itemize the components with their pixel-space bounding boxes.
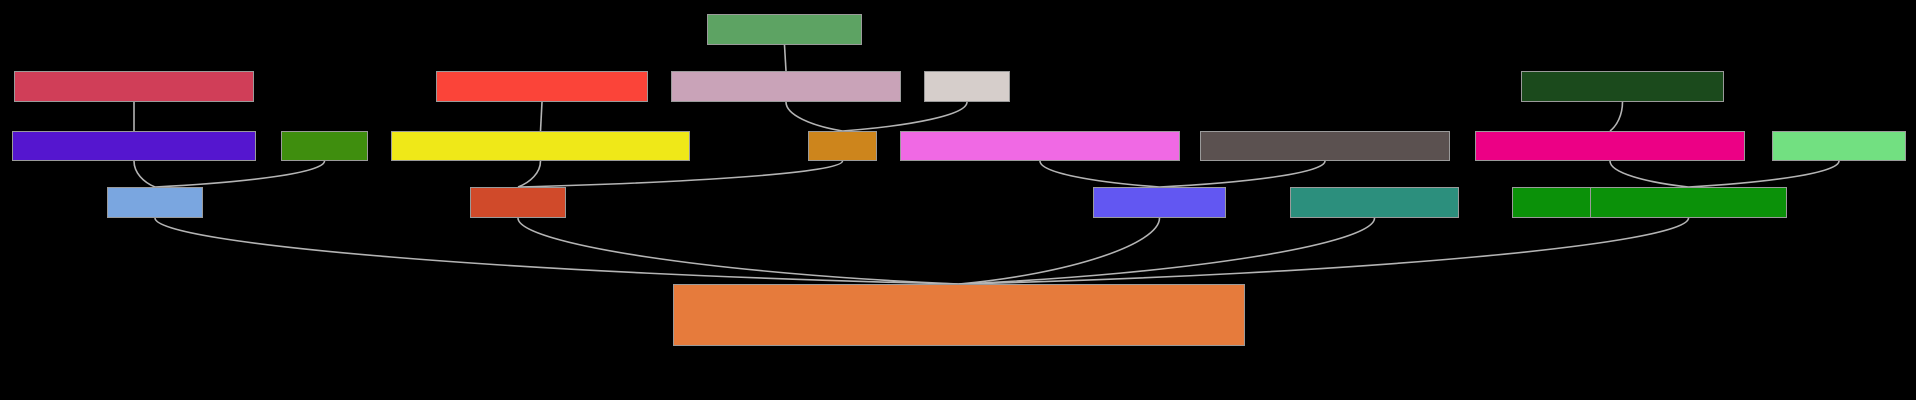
graph-edge-green-top-to-mauve bbox=[783, 44, 787, 72]
graph-edge-purple-to-cornflower bbox=[133, 160, 156, 188]
graph-node-teal[interactable] bbox=[1290, 187, 1459, 218]
graph-node-label bbox=[1522, 72, 1723, 101]
graph-edge-blueviolet-to-orange-root bbox=[958, 217, 1161, 285]
graph-node-label bbox=[809, 132, 876, 160]
graph-node-orange-root[interactable] bbox=[673, 284, 1245, 346]
graph-node-label bbox=[471, 188, 565, 217]
graph-edge-lightgreen-to-green-bottom bbox=[1688, 160, 1840, 188]
graph-edge-olivegreen-to-cornflower bbox=[154, 160, 326, 188]
graph-node-label bbox=[1201, 132, 1449, 160]
graph-edge-linen-to-ochre bbox=[842, 101, 968, 132]
graph-edge-teal-to-orange-root bbox=[958, 217, 1376, 285]
graph-node-yellow[interactable] bbox=[391, 131, 690, 161]
graph-node-label bbox=[108, 188, 202, 217]
graph-node-green-bottom[interactable] bbox=[1590, 187, 1787, 218]
graph-node-mauve[interactable] bbox=[671, 71, 901, 102]
graph-edge-pink-to-green-bottom bbox=[1609, 160, 1689, 188]
graph-node-label bbox=[674, 285, 1244, 345]
graph-edge-cornflower-to-orange-root bbox=[154, 217, 960, 285]
graph-node-label bbox=[1094, 188, 1225, 217]
graph-node-linen[interactable] bbox=[924, 71, 1010, 102]
graph-node-lightgreen[interactable] bbox=[1772, 131, 1906, 161]
graph-node-red[interactable] bbox=[436, 71, 648, 102]
graph-node-green-top[interactable] bbox=[707, 14, 862, 45]
graph-node-label bbox=[1773, 132, 1905, 160]
graph-edge-magenta-to-blueviolet bbox=[1039, 160, 1160, 188]
graph-node-label bbox=[708, 15, 861, 44]
graph-node-label bbox=[282, 132, 367, 160]
graph-node-green-mid[interactable] bbox=[1512, 187, 1594, 218]
graph-node-blueviolet[interactable] bbox=[1093, 187, 1226, 218]
graph-node-darkgreen[interactable] bbox=[1521, 71, 1724, 102]
graph-node-label bbox=[15, 72, 253, 101]
graph-edge-mauve-to-ochre bbox=[785, 101, 843, 132]
graph-edge-red-to-yellow bbox=[539, 101, 543, 132]
graph-node-pink[interactable] bbox=[1475, 131, 1745, 161]
graph-edge-ochre-to-brickred bbox=[517, 160, 844, 188]
graph-node-brickred[interactable] bbox=[470, 187, 566, 218]
graph-edge-green-bottom-to-orange-root bbox=[958, 217, 1690, 285]
graph-node-label bbox=[1291, 188, 1458, 217]
graph-node-cornflower[interactable] bbox=[107, 187, 203, 218]
graph-edge-yellow-to-brickred bbox=[517, 160, 542, 188]
graph-node-olivegreen[interactable] bbox=[281, 131, 368, 161]
graph-node-ochre[interactable] bbox=[808, 131, 877, 161]
graph-node-darkgray[interactable] bbox=[1200, 131, 1450, 161]
graph-node-label bbox=[13, 132, 255, 160]
graph-node-magenta[interactable] bbox=[900, 131, 1180, 161]
graph-node-crimson[interactable] bbox=[14, 71, 254, 102]
graph-node-label bbox=[1513, 188, 1593, 217]
graph-edge-darkgreen-to-pink bbox=[1609, 101, 1624, 132]
graph-edge-darkgray-to-blueviolet bbox=[1159, 160, 1326, 188]
graph-node-label bbox=[1476, 132, 1744, 160]
graph-node-label bbox=[925, 72, 1009, 101]
graph-edge-brickred-to-orange-root bbox=[517, 217, 960, 285]
graph-node-label bbox=[1591, 188, 1786, 217]
graph-node-purple[interactable] bbox=[12, 131, 256, 161]
graph-node-label bbox=[901, 132, 1179, 160]
graph-node-label bbox=[437, 72, 647, 101]
graph-node-label bbox=[392, 132, 689, 160]
graph-node-label bbox=[672, 72, 900, 101]
